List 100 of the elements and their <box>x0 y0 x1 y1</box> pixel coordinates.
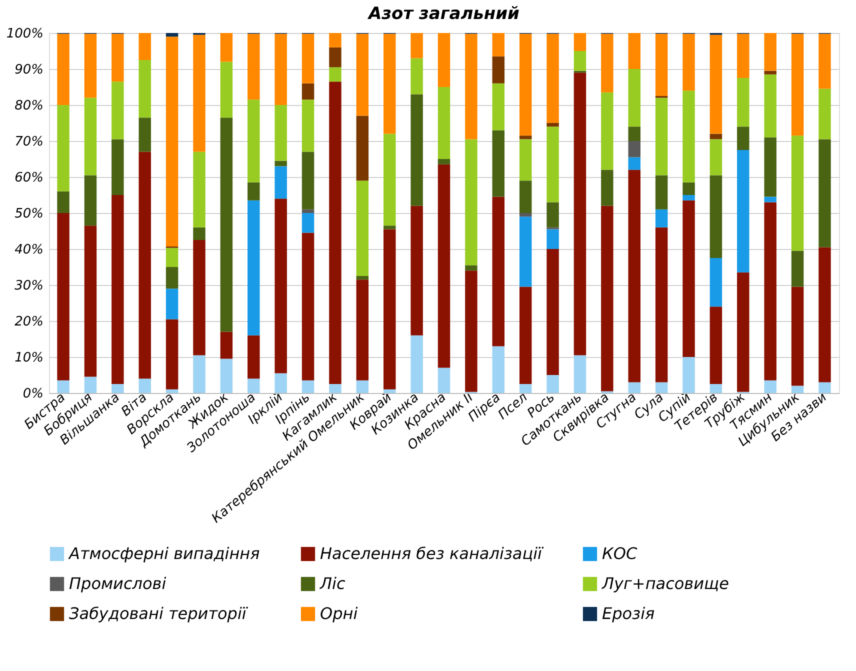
bar <box>356 116 369 181</box>
bar <box>302 100 314 152</box>
bar <box>601 170 614 206</box>
bar <box>818 88 831 140</box>
bar <box>302 83 314 100</box>
bar <box>628 170 640 382</box>
bar <box>138 378 151 393</box>
bar <box>248 100 260 182</box>
bar <box>166 267 178 289</box>
bar <box>329 384 342 393</box>
bar <box>519 139 532 181</box>
bar <box>84 175 97 226</box>
bar <box>546 375 559 393</box>
bar <box>138 118 151 152</box>
bar <box>710 34 722 134</box>
bar <box>84 226 97 377</box>
bar <box>682 34 695 91</box>
bar <box>710 139 722 176</box>
bar <box>438 368 450 393</box>
bar <box>710 306 722 384</box>
bar <box>383 34 396 134</box>
bar <box>764 70 776 74</box>
bar <box>628 157 640 170</box>
bar <box>383 229 396 390</box>
bar <box>248 335 260 379</box>
bar <box>438 33 450 87</box>
bar <box>410 206 423 336</box>
bar <box>764 196 776 202</box>
bar <box>274 105 287 161</box>
bar <box>574 33 586 51</box>
bar <box>112 34 124 82</box>
bar <box>329 47 342 68</box>
y-tick-label: 30% <box>14 278 44 294</box>
bar <box>546 34 559 123</box>
bar <box>465 265 478 271</box>
bar <box>438 87 450 159</box>
bar <box>410 58 423 94</box>
bar <box>682 182 695 195</box>
bar <box>166 319 178 390</box>
bar <box>492 56 505 84</box>
bar <box>628 382 640 393</box>
bar <box>166 36 178 246</box>
bar <box>574 355 586 393</box>
bar <box>383 134 396 226</box>
bar <box>274 373 287 393</box>
bar <box>818 247 831 382</box>
bar <box>601 92 614 170</box>
bar <box>764 380 776 393</box>
bar <box>329 33 342 48</box>
bar <box>220 62 233 118</box>
bar <box>546 249 559 375</box>
bar <box>546 229 559 249</box>
bar <box>356 280 369 380</box>
bar <box>274 34 287 105</box>
bar <box>302 152 314 210</box>
bar <box>764 74 776 138</box>
bar <box>465 270 478 392</box>
bar <box>84 34 97 98</box>
bar <box>166 33 178 37</box>
bar <box>818 139 831 248</box>
bar <box>193 34 206 152</box>
bar <box>682 357 695 393</box>
bar <box>193 240 206 356</box>
y-tick-label: 40% <box>14 242 44 258</box>
bar <box>302 232 314 380</box>
bar <box>302 380 314 393</box>
legend-label: Ліс <box>319 574 346 593</box>
bar <box>764 33 776 71</box>
bar <box>791 386 804 393</box>
bar <box>710 134 722 140</box>
bar <box>465 34 478 140</box>
bar <box>112 195 124 384</box>
bar <box>655 209 668 228</box>
bar <box>410 335 423 393</box>
bar <box>601 206 614 392</box>
bar <box>492 196 505 346</box>
bar <box>628 69 640 127</box>
bar <box>710 384 722 393</box>
bar <box>655 175 668 210</box>
bar <box>166 288 178 320</box>
bar <box>248 200 260 336</box>
y-tick-label: 90% <box>14 62 44 78</box>
bar <box>682 195 695 200</box>
bar <box>519 384 532 393</box>
bar <box>193 152 206 228</box>
bar <box>492 346 505 393</box>
bar <box>519 136 532 140</box>
bar <box>112 82 124 140</box>
legend-label: Промислові <box>69 574 167 593</box>
bar <box>519 213 532 217</box>
legend-label: Ерозія <box>602 604 656 623</box>
bar <box>737 272 750 392</box>
bar <box>438 159 450 164</box>
bar <box>248 182 260 200</box>
bar <box>410 94 423 206</box>
bar <box>356 276 369 280</box>
legend-label: Населення без каналізації <box>320 544 545 563</box>
legend-label: КОС <box>602 544 638 563</box>
bar <box>737 150 750 272</box>
bar <box>574 51 586 71</box>
